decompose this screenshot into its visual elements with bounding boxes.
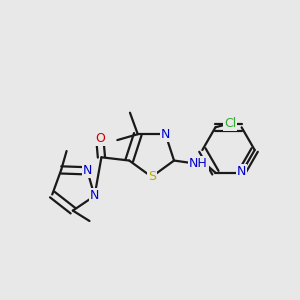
Text: S: S <box>148 170 156 183</box>
Text: N: N <box>237 164 246 178</box>
Text: N: N <box>82 164 92 177</box>
Text: N: N <box>161 128 170 141</box>
Text: O: O <box>95 132 105 145</box>
Text: Cl: Cl <box>224 117 236 130</box>
Text: N: N <box>90 190 99 202</box>
Text: NH: NH <box>189 157 208 170</box>
